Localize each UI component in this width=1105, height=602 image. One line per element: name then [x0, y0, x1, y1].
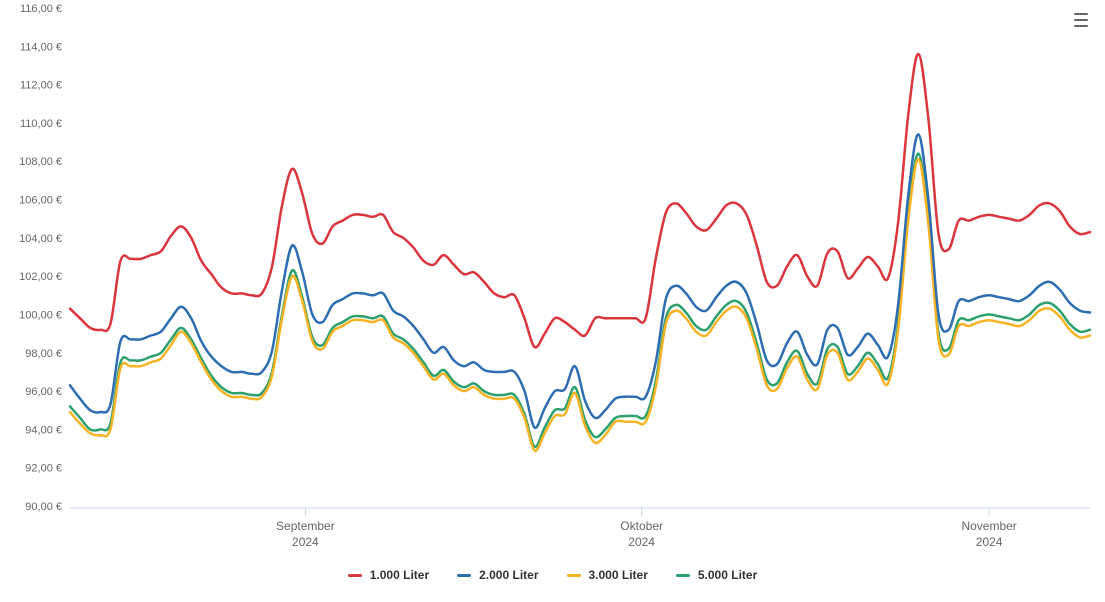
y-tick-label: 90,00 €: [25, 501, 62, 513]
x-tick-sublabel: 2024: [292, 535, 319, 549]
legend-swatch: [457, 574, 471, 577]
price-chart: 90,00 € 92,00 € 94,00 € 96,00 € 98,00 € 100,0…: [0, 0, 1105, 602]
y-tick-label: 100,00 €: [19, 309, 62, 321]
chart-menu-icon[interactable]: [1069, 8, 1093, 32]
x-tick-label: November: [961, 519, 1016, 533]
x-tick-label: September: [276, 519, 335, 533]
legend-item-s1[interactable]: 1.000 Liter: [348, 568, 429, 582]
y-tick-label: 92,00 €: [25, 463, 62, 475]
series-s2: [70, 134, 1090, 427]
legend-swatch: [567, 574, 581, 577]
x-tick-label: Oktober: [620, 519, 663, 533]
y-tick-label: 110,00 €: [20, 118, 62, 130]
chart-legend: 1.000 Liter 2.000 Liter 3.000 Liter 5.000 L…: [0, 568, 1105, 582]
legend-label: 2.000 Liter: [479, 568, 538, 582]
x-tick-sublabel: 2024: [628, 535, 655, 549]
legend-label: 3.000 Liter: [589, 568, 648, 582]
x-tick-sublabel: 2024: [976, 535, 1003, 549]
y-tick-label: 104,00 €: [19, 233, 62, 245]
y-tick-label: 102,00 €: [19, 271, 62, 283]
y-tick-label: 94,00 €: [25, 424, 62, 436]
legend-label: 5.000 Liter: [698, 568, 757, 582]
y-tick-label: 114,00 €: [20, 41, 62, 53]
y-tick-label: 108,00 €: [19, 156, 62, 168]
y-tick-label: 106,00 €: [19, 195, 62, 207]
legend-label: 1.000 Liter: [370, 568, 429, 582]
y-tick-label: 96,00 €: [25, 386, 62, 398]
legend-item-s3[interactable]: 3.000 Liter: [567, 568, 648, 582]
y-tick-label: 112,00 €: [20, 80, 62, 92]
legend-swatch: [676, 574, 690, 577]
legend-item-s4[interactable]: 5.000 Liter: [676, 568, 757, 582]
y-tick-label: 98,00 €: [25, 348, 62, 360]
legend-swatch: [348, 574, 362, 577]
y-tick-label: 116,00 €: [20, 3, 62, 15]
legend-item-s2[interactable]: 2.000 Liter: [457, 568, 538, 582]
